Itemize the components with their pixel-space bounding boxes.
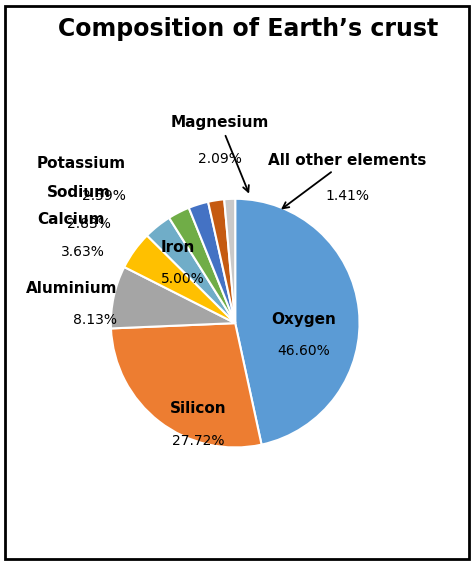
Wedge shape bbox=[189, 202, 235, 323]
Text: 2.09%: 2.09% bbox=[198, 151, 242, 166]
Text: Silicon: Silicon bbox=[170, 401, 226, 416]
Wedge shape bbox=[124, 236, 235, 323]
Text: 5.00%: 5.00% bbox=[161, 272, 204, 286]
Text: 3.63%: 3.63% bbox=[61, 245, 105, 259]
Text: Calcium: Calcium bbox=[37, 212, 105, 227]
Text: 46.60%: 46.60% bbox=[277, 344, 330, 358]
Text: 2.83%: 2.83% bbox=[67, 218, 111, 232]
Text: 27.72%: 27.72% bbox=[172, 434, 224, 448]
Text: Potassium: Potassium bbox=[36, 157, 126, 171]
Text: 8.13%: 8.13% bbox=[73, 313, 117, 327]
Wedge shape bbox=[111, 267, 235, 328]
Text: Aluminium: Aluminium bbox=[26, 281, 117, 295]
Title: Composition of Earth’s crust: Composition of Earth’s crust bbox=[57, 17, 438, 41]
Wedge shape bbox=[111, 323, 262, 447]
Text: All other elements: All other elements bbox=[268, 153, 426, 208]
Wedge shape bbox=[224, 199, 235, 323]
Text: Sodium: Sodium bbox=[47, 185, 111, 200]
Wedge shape bbox=[235, 199, 360, 445]
Wedge shape bbox=[208, 199, 235, 323]
Text: 1.41%: 1.41% bbox=[325, 189, 369, 203]
Text: Magnesium: Magnesium bbox=[171, 115, 270, 192]
Wedge shape bbox=[147, 218, 235, 323]
Text: Iron: Iron bbox=[161, 240, 195, 255]
Text: 2.59%: 2.59% bbox=[82, 189, 126, 203]
Text: Oxygen: Oxygen bbox=[271, 312, 336, 327]
Wedge shape bbox=[169, 208, 235, 323]
